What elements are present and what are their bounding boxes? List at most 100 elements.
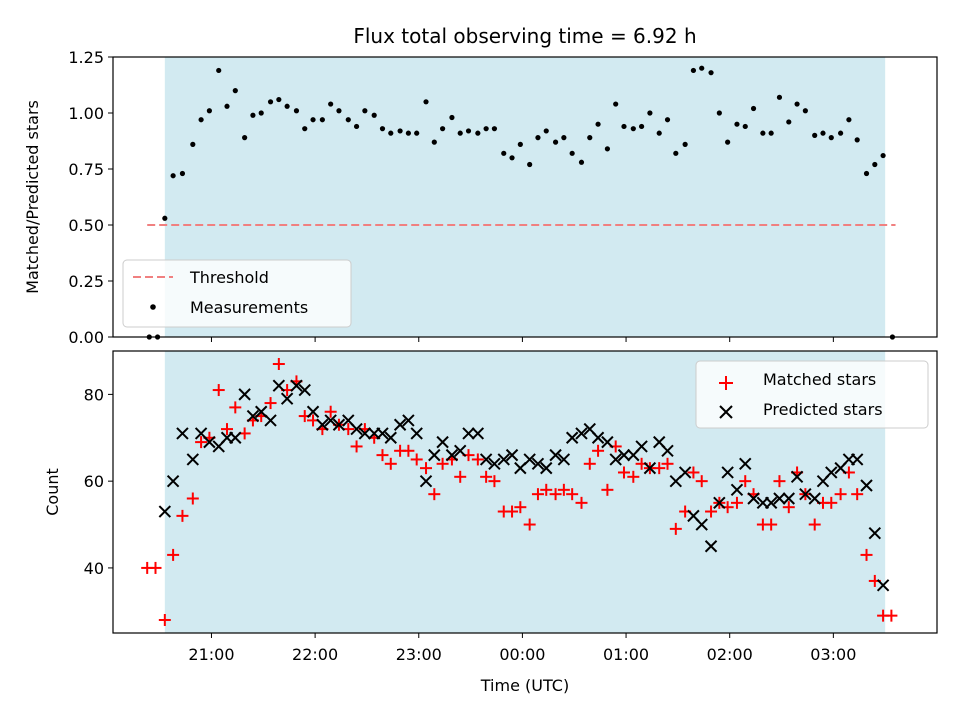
predicted-star-points — [158, 379, 890, 592]
measurement-point — [267, 99, 274, 105]
measurement-point — [491, 126, 498, 132]
measurement-point — [569, 150, 575, 156]
x-tick-label: 02:00 — [707, 645, 753, 664]
measurement-point — [423, 99, 429, 105]
predicted-star-point — [678, 466, 692, 479]
matched-star-point — [324, 405, 337, 418]
top-y-axis-label: Matched/Predicted stars — [23, 100, 42, 294]
measurement-point — [863, 170, 870, 177]
measurement-point — [319, 117, 325, 123]
matched-star-point — [212, 384, 225, 397]
measurement-point — [587, 135, 593, 141]
measurement-point — [776, 94, 783, 100]
matched-star-point — [272, 358, 285, 371]
matched-star-point — [885, 609, 898, 622]
predicted-star-point — [764, 496, 778, 510]
measurement-point — [302, 126, 308, 132]
matched-star-point — [669, 522, 682, 535]
predicted-star-point — [497, 453, 510, 466]
predicted-star-point — [264, 414, 277, 427]
measurement-point — [656, 130, 662, 136]
predicted-star-point — [565, 431, 579, 444]
measurement-point — [647, 110, 653, 116]
predicted-star-point — [246, 409, 260, 423]
top-y-tick-label: 1.25 — [68, 48, 104, 67]
measurement-point — [328, 101, 334, 107]
measurement-point — [621, 123, 627, 130]
predicted-star-point — [419, 474, 433, 488]
matched-star-point — [167, 548, 180, 561]
matched-star-point — [158, 613, 171, 626]
predicted-star-point — [591, 431, 605, 444]
measurement-point — [794, 101, 800, 107]
predicted-star-point — [609, 453, 622, 466]
matched-star-point — [420, 462, 433, 475]
matched-star-point — [149, 561, 162, 574]
top-legend: Threshold Measurements — [122, 259, 352, 328]
matched-star-point — [402, 444, 415, 457]
chart-title: Flux total observing time = 6.92 h — [353, 24, 696, 48]
predicted-star-point — [176, 427, 189, 440]
measurement-point — [517, 141, 523, 147]
measurement-point — [509, 155, 515, 161]
predicted-star-point — [402, 414, 415, 427]
measurement-point — [682, 141, 688, 147]
bottom-y-tick-label: 40 — [84, 559, 104, 578]
top-y-tick-label: 0.00 — [68, 328, 104, 347]
matched-star-point — [617, 466, 630, 479]
predicted-star-point — [454, 444, 467, 457]
predicted-star-point — [332, 418, 346, 431]
predicted-star-point — [272, 379, 286, 392]
matched-star-point — [428, 488, 441, 501]
matched-star-point — [566, 488, 579, 501]
predicted-star-point — [575, 427, 588, 440]
matched-star-point — [229, 401, 242, 414]
predicted-star-point — [557, 453, 571, 466]
measurement-point — [639, 123, 645, 130]
measurement-point — [880, 152, 886, 159]
measurement-point — [708, 70, 714, 76]
bottom-axes-frame — [112, 350, 938, 634]
predicted-star-point — [601, 435, 614, 449]
bottom-x-axis: 21:00 22:00 23:00 00:00 01:00 02:00 03:00 — [188, 633, 856, 664]
predicted-star-point — [479, 453, 493, 466]
predicted-star-point — [808, 492, 821, 505]
matched-star-point — [264, 397, 277, 410]
predicted-star-point — [790, 470, 804, 484]
measurement-point — [613, 101, 619, 107]
legend-matched-swatch — [719, 376, 733, 390]
predicted-star-point — [462, 427, 475, 440]
predicted-star-point — [488, 457, 501, 471]
measurement-point — [379, 126, 386, 132]
predicted-star-point — [410, 427, 423, 440]
predicted-star-point — [290, 379, 303, 392]
x-tick-label: 21:00 — [188, 645, 234, 664]
predicted-star-point — [158, 505, 172, 518]
predicted-star-point — [298, 383, 311, 397]
measurement-point — [414, 130, 420, 136]
top-y-axis: 0.00 0.25 0.50 0.75 1.00 1.25 — [68, 48, 113, 347]
predicted-star-point — [713, 496, 726, 510]
matched-star-point — [514, 501, 527, 514]
measurement-point — [457, 130, 463, 136]
predicted-star-point — [358, 427, 372, 440]
matched-star-point — [695, 475, 708, 488]
measurement-point — [673, 150, 679, 156]
predicted-star-point — [393, 418, 407, 431]
predicted-star-point — [782, 492, 795, 505]
predicted-star-point — [730, 483, 744, 497]
top-y-tick-label: 0.75 — [68, 160, 104, 179]
matched-star-point — [480, 470, 493, 483]
matched-star-point — [739, 475, 752, 488]
matched-star-point — [531, 488, 544, 501]
legend-predicted-swatch — [719, 405, 733, 419]
matched-star-point — [653, 462, 666, 475]
matched-star-point — [350, 440, 363, 453]
matched-star-point — [221, 423, 234, 436]
measurement-point — [310, 117, 316, 123]
predicted-star-point — [384, 431, 397, 444]
bottom-y-axis-label: Count — [43, 468, 62, 516]
matched-star-point — [549, 488, 562, 501]
measurement-point — [336, 108, 342, 114]
measurement-point — [604, 146, 611, 152]
